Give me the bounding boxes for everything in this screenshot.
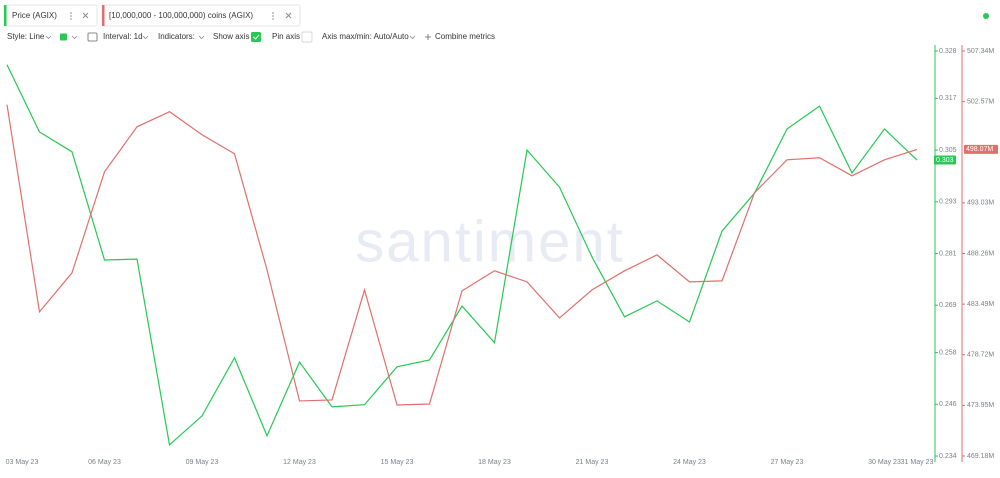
axis-max-min-select[interactable]: Axis max/min: Auto/Auto bbox=[322, 32, 409, 41]
color-picker[interactable] bbox=[60, 33, 67, 41]
y-tick-label: 0.258 bbox=[939, 349, 957, 356]
y2-tick-label: 469.18M bbox=[967, 453, 994, 460]
plot: 03 May 23 06 May 23 09 May 23 12 May 23 15 M… bbox=[6, 48, 998, 466]
y2-tick-label: 478.72M bbox=[967, 352, 994, 359]
combine-metrics-button[interactable]: Combine metrics bbox=[435, 32, 495, 41]
tab[interactable]: [10,000,000 - 100,000,000) coins (AGIX) bbox=[101, 4, 301, 27]
x-tick-label: 09 May 23 bbox=[186, 459, 219, 466]
x-tick-label: 06 May 23 bbox=[88, 459, 121, 466]
last-value-badge bbox=[964, 144, 998, 154]
last-value-label: 498.07M bbox=[966, 146, 993, 153]
series-line bbox=[6, 104, 918, 406]
tab-label: Price (AGIX) bbox=[12, 11, 57, 20]
y-tick-label: 0.246 bbox=[939, 401, 957, 408]
tab-label: [10,000,000 - 100,000,000) coins (AGIX) bbox=[109, 11, 253, 20]
show-axis-label: Show axis bbox=[213, 32, 249, 41]
series-line bbox=[6, 64, 918, 446]
x-tick-label: 03 May 23 bbox=[6, 459, 39, 466]
x-tick-label: 18 May 23 bbox=[478, 459, 511, 466]
x-tick-label: 30 May 23 bbox=[868, 459, 901, 466]
y-tick-label: 0.317 bbox=[939, 95, 957, 102]
y-tick-label: 0.281 bbox=[939, 250, 957, 257]
status-dot bbox=[983, 13, 989, 19]
y2-tick-label: 502.57M bbox=[967, 98, 994, 105]
watermark: santiment bbox=[355, 209, 624, 274]
x-tick-label: 27 May 23 bbox=[771, 459, 804, 466]
show-axis-checkbox[interactable] bbox=[251, 32, 261, 42]
tab[interactable]: Price (AGIX) bbox=[3, 4, 98, 27]
y2-tick-label: 507.34M bbox=[967, 48, 994, 55]
y-tick-label: 0.293 bbox=[939, 199, 957, 206]
last-value-badge bbox=[934, 155, 956, 165]
y2-tick-label: 488.26M bbox=[967, 250, 994, 257]
pin-axis-label: Pin axis bbox=[272, 32, 300, 41]
y2-tick-label: 493.03M bbox=[967, 200, 994, 207]
x-tick-label: 12 May 23 bbox=[283, 459, 316, 466]
interval-select[interactable]: Interval: 1d bbox=[103, 32, 143, 41]
y-tick-label: 0.305 bbox=[939, 147, 957, 154]
style-select[interactable]: Style: Line bbox=[7, 32, 45, 41]
x-tick-label: 21 May 23 bbox=[576, 459, 609, 466]
calendar-icon bbox=[87, 32, 98, 42]
last-value-label: 0.303 bbox=[936, 157, 954, 164]
y-tick-label: 0.328 bbox=[939, 48, 957, 55]
x-tick-label: 15 May 23 bbox=[381, 459, 414, 466]
x-tick-label: 31 May 23 bbox=[901, 459, 934, 466]
y-tick-label: 0.269 bbox=[939, 302, 957, 309]
x-tick-label: 24 May 23 bbox=[673, 459, 706, 466]
indicators-select[interactable]: Indicators: bbox=[158, 32, 195, 41]
y-tick-label: 0.234 bbox=[939, 453, 957, 460]
y2-tick-label: 483.49M bbox=[967, 301, 994, 308]
y2-tick-label: 473.95M bbox=[967, 402, 994, 409]
pin-axis-checkbox[interactable] bbox=[301, 31, 313, 43]
